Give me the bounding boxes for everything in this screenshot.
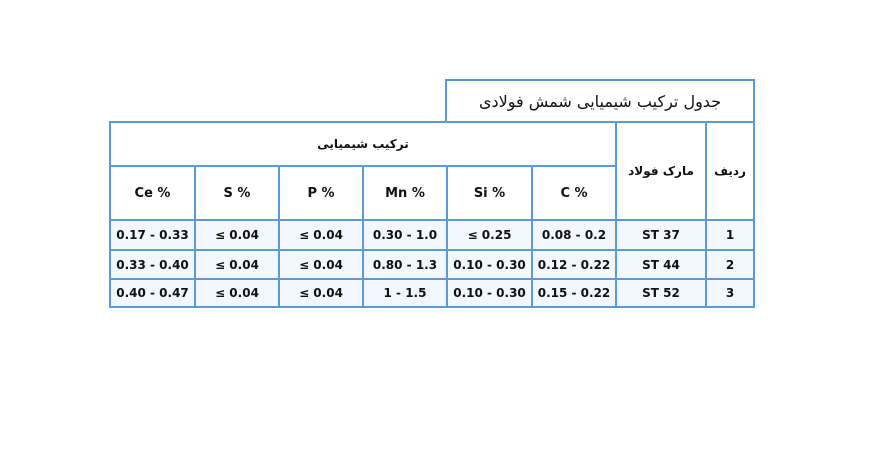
table-cell: 1 - 1.5 xyxy=(362,278,448,308)
table-cell: 0.40 - 0.47 xyxy=(109,278,196,308)
table-title: جدول ترکیب شیمیایی شمش فولادی xyxy=(445,79,755,123)
table-cell: ≤ 0.25 xyxy=(446,219,533,251)
table-cell: ST 52 xyxy=(615,278,707,308)
table-cell: ST 44 xyxy=(615,249,707,280)
table-cell: 0.33 - 0.40 xyxy=(109,249,196,280)
table-cell: 0.10 - 0.30 xyxy=(446,249,533,280)
table-cell: ≤ 0.04 xyxy=(278,219,364,251)
table-cell: 0.15 - 0.22 xyxy=(531,278,617,308)
column-header: Mn % xyxy=(362,165,448,221)
table-cell: ≤ 0.04 xyxy=(194,249,280,280)
composition-header: ترکیب شیمیایی xyxy=(109,121,617,167)
table-cell: 0.30 - 1.0 xyxy=(362,219,448,251)
table-cell: ≤ 0.04 xyxy=(194,219,280,251)
column-header: Ce % xyxy=(109,165,196,221)
table-cell: 0.10 - 0.30 xyxy=(446,278,533,308)
table-cell: 3 xyxy=(705,278,755,308)
row-label-header: ردیف xyxy=(705,121,755,221)
column-header: C % xyxy=(531,165,617,221)
table-cell: ST 37 xyxy=(615,219,707,251)
table-cell: 2 xyxy=(705,249,755,280)
column-header: Si % xyxy=(446,165,533,221)
table-cell: 0.12 - 0.22 xyxy=(531,249,617,280)
table-cell: 1 xyxy=(705,219,755,251)
table-cell: ≤ 0.04 xyxy=(278,249,364,280)
column-header: S % xyxy=(194,165,280,221)
table-cell: ≤ 0.04 xyxy=(194,278,280,308)
column-header: P % xyxy=(278,165,364,221)
table-cell: 0.17 - 0.33 xyxy=(109,219,196,251)
table-cell: 0.80 - 1.3 xyxy=(362,249,448,280)
grade-header: مارک فولاد xyxy=(615,121,707,221)
table-cell: 0.08 - 0.2 xyxy=(531,219,617,251)
table-cell: ≤ 0.04 xyxy=(278,278,364,308)
